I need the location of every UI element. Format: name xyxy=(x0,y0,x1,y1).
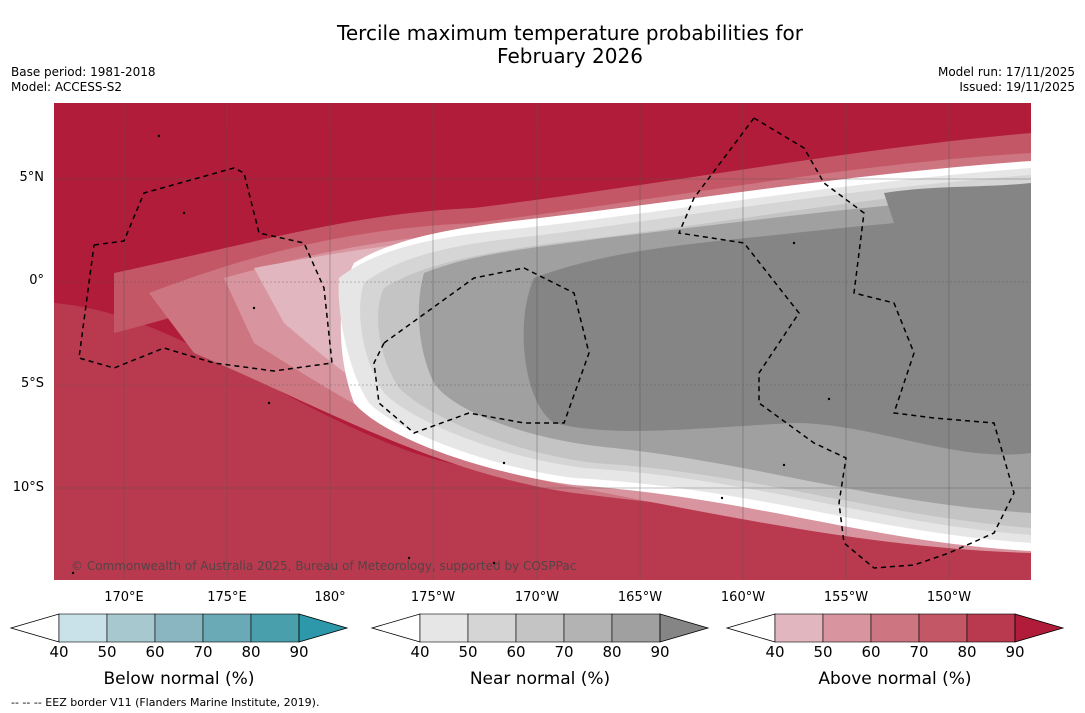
cb-above-tick: 80 xyxy=(957,643,977,661)
colorbar-segment xyxy=(611,613,661,643)
cb-below-label: Below normal (%) xyxy=(103,669,255,689)
lon-label: 155°W xyxy=(823,590,869,605)
region-near-80 xyxy=(523,213,1031,455)
colorbar-segment xyxy=(774,613,824,643)
colorbar-segment xyxy=(58,613,108,643)
lat-label: 0° xyxy=(29,273,44,288)
cb-near-tick: 90 xyxy=(650,643,670,661)
lon-label: 170°E xyxy=(104,590,144,605)
lon-label: 175°E xyxy=(207,590,247,605)
colorbar-near xyxy=(370,613,710,643)
cb-below-tick: 70 xyxy=(193,643,213,661)
probability-map: © Commonwealth of Australia 2025, Bureau… xyxy=(54,103,1031,580)
lat-label: 10°S xyxy=(12,480,44,495)
region-near-80-east xyxy=(884,183,1031,240)
cb-below-tick: 80 xyxy=(241,643,261,661)
cb-below-tick: 50 xyxy=(97,643,117,661)
cb-near-label: Near normal (%) xyxy=(469,669,611,689)
lon-label: 170°W xyxy=(514,590,560,605)
lat-label: 5°N xyxy=(19,170,45,185)
meta-left: Base period: 1981-2018 Model: ACCESS-S2 xyxy=(11,65,156,95)
colorbar-extend-low xyxy=(9,613,60,643)
cb-above-tick: 50 xyxy=(813,643,833,661)
colorbar-extend-high xyxy=(659,613,710,643)
colorbar-segment xyxy=(154,613,204,643)
lon-label: 160°W xyxy=(720,590,766,605)
cb-below-tick: 60 xyxy=(145,643,165,661)
lon-label: 165°W xyxy=(617,590,663,605)
cb-below-tick: 40 xyxy=(49,643,69,661)
graticule xyxy=(54,103,1031,580)
colorbar-extend-high xyxy=(1014,613,1065,643)
colorbars xyxy=(9,613,1065,643)
cb-near-tick: 50 xyxy=(458,643,478,661)
model-run: Model run: 17/11/2025 xyxy=(937,65,1075,79)
colorbar-segment xyxy=(419,613,469,643)
colorbar-below xyxy=(9,613,349,643)
cb-below-tick: 90 xyxy=(289,643,309,661)
colorbar-segment xyxy=(918,613,968,643)
cb-above-tick: 60 xyxy=(861,643,881,661)
map-title: Tercile maximum temperature probabilitie… xyxy=(0,22,1085,68)
cb-near-tick: 60 xyxy=(506,643,526,661)
eez-footnote: -- -- -- EEZ border V11 (Flanders Marine… xyxy=(11,696,320,709)
colorbar-segment xyxy=(563,613,613,643)
title-line-1: Tercile maximum temperature probabilitie… xyxy=(337,21,803,45)
colorbar-segment xyxy=(106,613,156,643)
issued-date: Issued: 19/11/2025 xyxy=(959,80,1075,94)
lon-label: 150°W xyxy=(926,590,972,605)
colorbar-segment xyxy=(467,613,517,643)
cb-above-tick: 70 xyxy=(909,643,929,661)
lon-label: 175°W xyxy=(410,590,456,605)
cb-above-tick: 90 xyxy=(1005,643,1025,661)
lon-label: 180° xyxy=(314,590,346,605)
model-name: Model: ACCESS-S2 xyxy=(11,80,123,94)
base-period: Base period: 1981-2018 xyxy=(11,65,156,79)
colorbar-segment xyxy=(822,613,872,643)
colorbar-segment xyxy=(250,613,300,643)
cb-near-tick: 40 xyxy=(410,643,430,661)
title-line-2: February 2026 xyxy=(497,44,643,68)
colorbar-extend-low xyxy=(725,613,776,643)
cb-near-tick: 70 xyxy=(554,643,574,661)
colorbar-extend-high xyxy=(298,613,349,643)
islands xyxy=(71,134,831,575)
colorbar-above xyxy=(725,613,1065,643)
lat-label: 5°S xyxy=(20,376,44,391)
map-canvas: © Commonwealth of Australia 2025, Bureau… xyxy=(54,103,1031,580)
colorbar-extend-low xyxy=(370,613,421,643)
eez-borders xyxy=(78,117,1015,569)
cb-above-label: Above normal (%) xyxy=(818,669,972,689)
cb-above-tick: 40 xyxy=(765,643,785,661)
colorbar-segment xyxy=(966,613,1016,643)
cb-near-tick: 80 xyxy=(602,643,622,661)
colorbar-segment xyxy=(202,613,252,643)
copyright-text: © Commonwealth of Australia 2025, Bureau… xyxy=(71,559,576,573)
meta-right: Model run: 17/11/2025 Issued: 19/11/2025 xyxy=(938,65,1075,95)
colorbar-segment xyxy=(870,613,920,643)
colorbar-segment xyxy=(515,613,565,643)
